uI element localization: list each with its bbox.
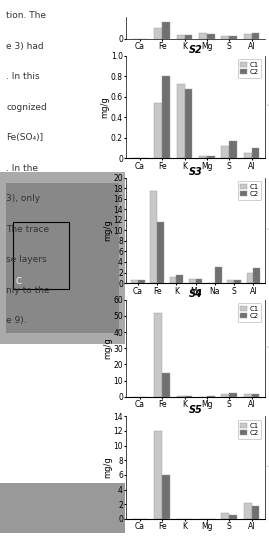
Y-axis label: mg/g: mg/g <box>103 337 112 359</box>
Bar <box>229 37 237 39</box>
Bar <box>196 279 203 283</box>
Legend: C1, C2: C1, C2 <box>238 59 261 78</box>
Text: The trace: The trace <box>6 225 49 234</box>
Title: S3: S3 <box>189 167 203 177</box>
Bar <box>176 275 183 283</box>
Title: S5: S5 <box>189 406 203 416</box>
Bar <box>244 153 252 158</box>
Text: se layers: se layers <box>6 255 47 264</box>
Bar <box>162 475 170 519</box>
Bar <box>154 103 162 158</box>
Bar <box>207 156 215 158</box>
Y-axis label: μg/g: μg/g <box>268 97 269 117</box>
Bar <box>228 280 234 283</box>
Text: e 9).: e 9). <box>6 316 27 325</box>
Bar <box>215 268 222 283</box>
Bar <box>162 372 170 397</box>
Bar <box>244 34 252 39</box>
Bar <box>247 273 253 283</box>
Bar <box>185 396 192 397</box>
Legend: C1, C2: C1, C2 <box>238 181 261 200</box>
Bar <box>252 33 259 39</box>
Bar <box>162 76 170 158</box>
Bar <box>244 503 252 519</box>
Bar <box>131 280 138 283</box>
Bar <box>0 483 125 533</box>
Text: nly to the: nly to the <box>6 286 50 295</box>
Bar <box>138 280 145 283</box>
Bar <box>244 395 252 397</box>
Text: C: C <box>15 277 21 286</box>
Y-axis label: mg/g: mg/g <box>100 96 109 118</box>
Bar <box>162 22 170 39</box>
Text: 3), only: 3), only <box>6 194 40 203</box>
Text: . In this: . In this <box>6 72 40 81</box>
Y-axis label: μg/g: μg/g <box>268 458 269 477</box>
Bar <box>221 393 229 397</box>
Bar <box>185 89 192 158</box>
Bar <box>157 223 164 283</box>
Title: S4: S4 <box>189 289 203 299</box>
Bar <box>154 28 162 39</box>
Bar <box>154 431 162 519</box>
Bar <box>0 172 125 344</box>
Text: Fe(SO₄)]: Fe(SO₄)] <box>6 133 43 142</box>
Y-axis label: μg/g: μg/g <box>268 221 269 240</box>
Bar <box>229 393 237 397</box>
Bar <box>221 513 229 519</box>
Text: e 3) had: e 3) had <box>6 42 44 51</box>
Bar <box>177 84 185 158</box>
Bar <box>199 33 207 39</box>
Y-axis label: mg/g: mg/g <box>103 219 112 241</box>
Text: cognized: cognized <box>6 103 47 112</box>
Bar <box>13 222 69 289</box>
Bar <box>177 35 185 39</box>
Y-axis label: mg/g: mg/g <box>103 457 112 478</box>
Bar <box>177 396 185 397</box>
Bar <box>229 141 237 158</box>
Bar <box>252 506 259 519</box>
Bar <box>229 515 237 519</box>
Y-axis label: μg/g: μg/g <box>268 339 269 358</box>
Bar <box>207 34 215 39</box>
Legend: C1, C2: C1, C2 <box>238 420 261 438</box>
Text: tion. The: tion. The <box>6 11 46 20</box>
Bar <box>185 35 192 39</box>
Bar <box>252 148 259 158</box>
Text: . In the: . In the <box>6 164 38 173</box>
Bar <box>150 191 157 283</box>
Bar <box>199 156 207 158</box>
Legend: C1, C2: C1, C2 <box>238 303 261 322</box>
Bar <box>221 37 229 39</box>
Bar <box>234 280 241 283</box>
Bar <box>6 183 119 333</box>
Bar <box>253 268 260 283</box>
Bar <box>221 146 229 158</box>
Bar <box>170 277 176 283</box>
Bar <box>252 393 259 397</box>
Bar <box>154 312 162 397</box>
Title: S2: S2 <box>189 45 203 55</box>
Bar <box>189 279 196 283</box>
